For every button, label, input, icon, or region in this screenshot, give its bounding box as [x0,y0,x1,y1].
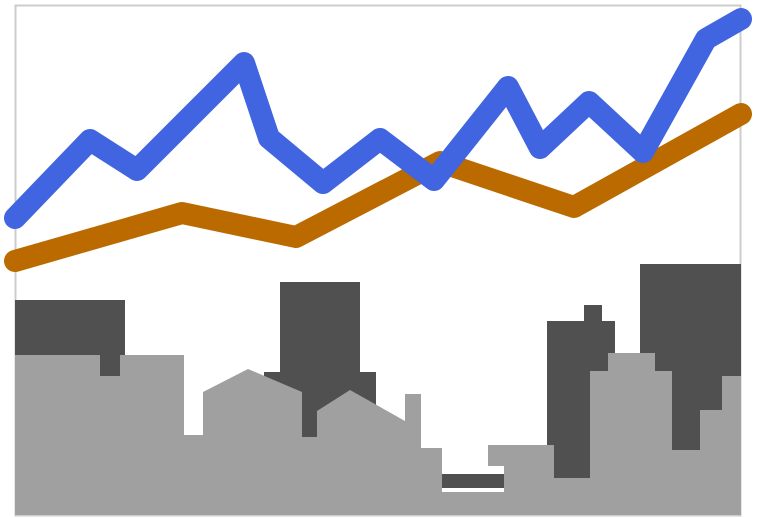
dark-building-small-low [442,474,504,488]
orange-trend-line [4,103,752,272]
dark-building-right-mid-cap [584,305,602,323]
light-buildings [15,353,741,515]
light-building-left [15,353,741,515]
blue-trend-line [4,8,752,229]
